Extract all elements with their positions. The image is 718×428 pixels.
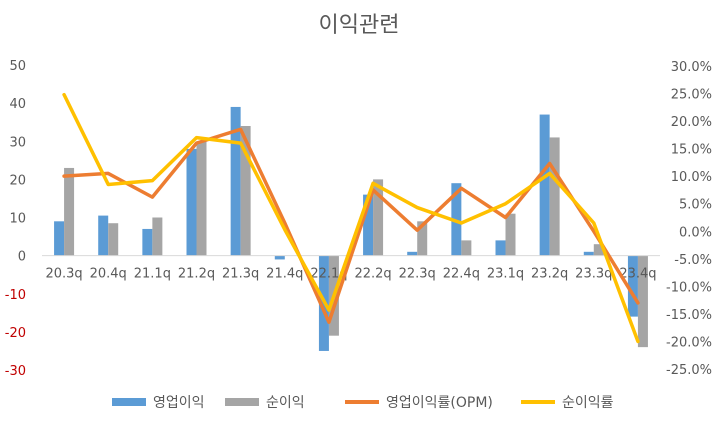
left-axis-tick-label: -30 xyxy=(5,364,26,379)
bar-operating-profit xyxy=(496,240,506,255)
right-axis-tick-label: 10.0% xyxy=(671,170,712,185)
category-tick-label: 23.3q xyxy=(575,267,612,282)
category-tick-label: 23.2q xyxy=(531,267,568,282)
bar-net-profit xyxy=(152,218,162,256)
chart-title: 이익관련 xyxy=(319,13,400,38)
category-tick-label: 23.1q xyxy=(487,267,524,282)
bar-operating-profit xyxy=(54,221,64,255)
bar-net-profit xyxy=(506,214,516,256)
right-axis-tick-label: -15.0% xyxy=(666,308,712,323)
legend-label: 영업이익 xyxy=(153,395,205,411)
category-tick-label: 21.1q xyxy=(134,267,171,282)
bar-net-profit xyxy=(461,240,471,255)
bar-net-profit xyxy=(197,141,207,255)
category-tick-label: 21.3q xyxy=(222,267,259,282)
bar-operating-profit xyxy=(540,115,550,256)
category-tick-label: 21.4q xyxy=(266,267,303,282)
left-axis-tick-label: 10 xyxy=(9,212,26,227)
bar-operating-profit xyxy=(407,252,417,256)
right-axis-tick-label: -5.0% xyxy=(674,253,712,268)
legend-swatch-operating-profit xyxy=(112,398,146,406)
left-axis-tick-label: -10 xyxy=(5,288,26,303)
legend-swatch-net-profit xyxy=(225,398,259,406)
left-axis-tick-label: 30 xyxy=(9,135,26,150)
bar-operating-profit xyxy=(142,229,152,256)
right-axis-tick-label: 0.0% xyxy=(679,225,712,240)
left-axis-tick-label: 0 xyxy=(18,250,26,265)
right-axis-tick-label: -20.0% xyxy=(666,335,712,350)
right-axis-tick-label: -10.0% xyxy=(666,280,712,295)
right-axis-tick-label: 15.0% xyxy=(671,143,712,158)
legend-label: 순이익 xyxy=(266,395,305,411)
bar-net-profit xyxy=(64,168,74,256)
category-tick-label: 20.4q xyxy=(90,267,127,282)
bar-net-profit xyxy=(550,137,560,255)
right-axis-tick-label: 30.0% xyxy=(671,60,712,75)
category-tick-label: 22.2q xyxy=(354,267,391,282)
right-axis-tick-label: 5.0% xyxy=(679,198,712,213)
right-axis-tick-label: 25.0% xyxy=(671,88,712,103)
legend-label: 영업이익률(OPM) xyxy=(386,395,493,411)
category-tick-label: 20.3q xyxy=(45,267,82,282)
left-axis-tick-label: 40 xyxy=(9,97,26,112)
legend-label: 순이익률 xyxy=(562,395,614,411)
bar-operating-profit xyxy=(584,252,594,256)
left-axis-tick-label: -20 xyxy=(5,326,26,341)
category-tick-label: 22.3q xyxy=(399,267,436,282)
bar-operating-profit xyxy=(187,149,197,256)
bar-net-profit xyxy=(108,223,118,255)
bar-operating-profit xyxy=(275,256,285,260)
right-axis-tick-label: 20.0% xyxy=(671,115,712,130)
left-axis-tick-label: 50 xyxy=(9,59,26,74)
bar-operating-profit xyxy=(98,216,108,256)
category-tick-label: 22.4q xyxy=(443,267,480,282)
left-axis-tick-label: 20 xyxy=(9,173,26,188)
category-tick-label: 21.2q xyxy=(178,267,215,282)
right-axis-tick-label: -25.0% xyxy=(666,363,712,378)
